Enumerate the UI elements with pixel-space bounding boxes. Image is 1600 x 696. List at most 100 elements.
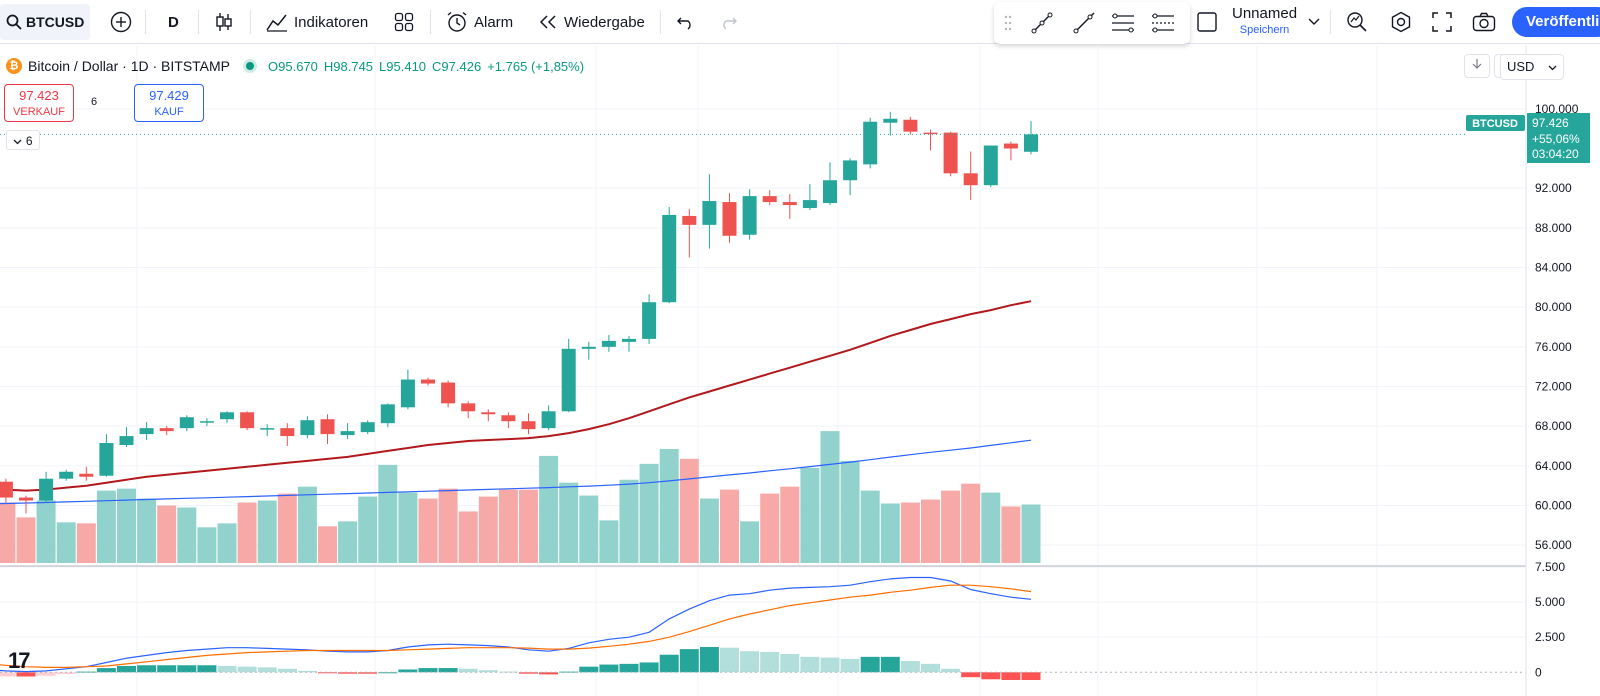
indicators-collapse-button[interactable]: 6 [6,130,40,150]
alarm-button[interactable]: Alarm [446,0,513,44]
settings-button[interactable] [1390,0,1412,44]
candle [501,412,516,429]
candle [722,193,737,243]
candle [360,420,375,435]
candle [421,377,435,386]
templates-button[interactable] [394,0,414,44]
layout-toggle-button[interactable] [1196,0,1218,44]
candle-body [19,497,33,501]
macd-histogram-bar [921,663,940,673]
redo-button[interactable] [718,0,738,44]
indicators-button[interactable]: Indikatoren [266,0,368,44]
toolbar-divider [1330,10,1331,34]
price-axis-label: 76.000 [1535,340,1572,354]
parallel-channel-tool[interactable] [1110,2,1136,44]
candle [561,338,576,413]
candle [903,116,918,135]
toolbar-divider [430,10,431,34]
undo-button[interactable] [676,0,696,44]
candle [280,423,295,446]
candle [581,341,596,360]
candle-body [139,428,154,435]
sell-price: 97.423 [19,88,59,103]
quick-search-button[interactable] [1346,0,1368,44]
fullscreen-button[interactable] [1432,0,1452,44]
redo-icon [723,17,737,30]
chart-type-button[interactable] [214,0,234,44]
candle-body [240,412,255,429]
layout-name-button[interactable]: Unnamed Speichern [1232,0,1297,44]
chart-legend[interactable]: ₿ Bitcoin / Dollar · 1D · BITSTAMP O95.6… [6,56,590,76]
volume-bar [720,489,739,563]
candle [79,466,94,481]
drag-handle-icon [1004,15,1012,31]
macd-histogram-bar [458,668,478,673]
candle [0,478,13,503]
macd-histogram-bar [720,647,739,673]
macd-histogram-bar [56,672,76,674]
tradingview-logo[interactable]: 17 [8,648,31,673]
buy-button[interactable]: 97.429 KAUF [134,84,204,122]
moving-average-fast-line [0,439,1032,505]
candle-body [521,421,536,430]
trendline-tool[interactable] [1030,2,1054,44]
candle-body [501,415,516,422]
currency-label: USD [1507,59,1535,74]
interval-button[interactable]: D [168,0,179,44]
candle [400,369,415,410]
volume-bar [921,499,940,563]
replay-button[interactable]: Wiedergabe [538,0,645,44]
candle-body [119,436,134,445]
candle-body [903,119,918,132]
symbol-search-button[interactable]: BTCUSD [0,4,91,40]
candle [883,111,898,136]
undo-icon [677,17,691,30]
sell-button[interactable]: 97.423 VERKAUF [4,84,74,122]
publish-button[interactable]: Veröffentli [1512,7,1600,37]
macd-histogram-bar [398,669,418,673]
macd-histogram-bar [840,658,860,673]
candle-body [0,481,13,498]
candle [823,162,837,206]
candle [742,189,757,240]
volume-bar [418,498,438,563]
candle-body [360,422,375,433]
volume-bar [458,511,478,563]
pitchfork-tool[interactable] [1150,2,1176,44]
candle [642,294,657,344]
legend-title: Bitcoin / Dollar · 1D · BITSTAMP [28,58,231,74]
price-axis-label: 64.000 [1535,459,1572,473]
candle-body [662,214,677,303]
volume-bars [0,431,1041,563]
candle-body [923,132,938,135]
layout-menu-button[interactable] [1308,0,1320,44]
candle [682,209,697,258]
candle [119,427,134,447]
snapshot-button[interactable] [1472,0,1496,44]
alarm-label: Alarm [474,13,514,31]
drag-handle[interactable] [1004,2,1012,44]
candle-body [581,346,596,349]
macd-histogram-bar [880,656,900,673]
macd-histogram [0,647,1041,680]
macd-histogram-bar [277,668,297,673]
candle [199,418,214,427]
candle [802,184,817,210]
volume-bar [197,527,217,563]
chart-area[interactable]: 56.000 60.000 64.000 68.000 72.000 76.000 80.0… [0,45,1600,696]
volume-bar [639,463,659,563]
volume-bar [659,448,679,563]
drawing-favorites-panel [994,2,1190,44]
indicators-icon [266,14,287,32]
candle [260,424,275,437]
add-symbol-button[interactable] [110,0,132,44]
candle-body [702,201,717,225]
toolbar-divider [145,10,146,34]
macd-histogram-bar [297,670,317,673]
price-tag-change: +55,06% [1532,132,1580,146]
scroll-to-latest-button[interactable] [1464,54,1490,78]
candle [59,469,74,481]
price-axis-label: 88.000 [1535,221,1572,235]
currency-select[interactable]: USD [1500,54,1564,80]
ray-tool[interactable] [1072,2,1096,44]
